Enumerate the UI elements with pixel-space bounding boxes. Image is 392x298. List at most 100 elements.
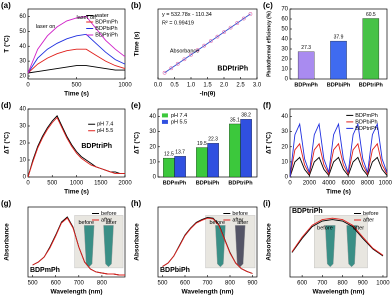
vial xyxy=(346,225,357,268)
y-tick-label: 50 xyxy=(281,27,288,33)
x-tick-label: 0 xyxy=(288,181,292,187)
panel-label: (c) xyxy=(263,1,273,10)
x-tick-label: 2.5 xyxy=(236,83,245,89)
series-line xyxy=(27,33,126,74)
annotation: after xyxy=(353,225,364,231)
x-tick-label: 900 xyxy=(247,281,258,287)
point xyxy=(189,52,193,57)
x-tick-label: BDPtriPh xyxy=(359,82,384,88)
x-tick-label: 2.0 xyxy=(220,83,229,89)
annotation: R² = 0.99419 xyxy=(162,20,194,26)
x-tick-label: 700 xyxy=(74,281,85,287)
panel-label: (d) xyxy=(1,101,12,110)
x-tick-label: 3.0 xyxy=(253,83,262,89)
bar xyxy=(330,40,347,80)
point xyxy=(235,21,240,25)
x-tick-label: 600 xyxy=(297,281,308,287)
x-tick-label: 0.0 xyxy=(154,83,163,89)
y-axis-label: ΔT (°C) xyxy=(3,132,11,154)
series-line xyxy=(289,156,388,178)
panel-label: (b) xyxy=(131,1,142,10)
x-tick-label: 0.5 xyxy=(170,83,179,89)
x-axis-label: Wavelength (nm) xyxy=(312,289,364,296)
vial xyxy=(103,225,114,268)
point xyxy=(241,16,246,21)
y-tick-label: 30 xyxy=(281,129,288,135)
x-axis-label: Wavelength (nm) xyxy=(181,289,233,296)
bar xyxy=(229,123,241,178)
y-tick-label: 20 xyxy=(19,74,26,80)
inset-photo xyxy=(74,215,124,269)
y-tick-label: 20 xyxy=(19,141,26,147)
y-tick-label: 0 xyxy=(285,175,289,181)
legend-label: before xyxy=(101,211,117,217)
annotation: before xyxy=(209,220,225,226)
inset-photo xyxy=(314,215,368,269)
legend-label: pH 7.4 xyxy=(171,113,187,119)
annotation: before xyxy=(317,225,333,231)
point xyxy=(248,12,253,16)
y-tick-label: 40 xyxy=(149,114,156,120)
panel-label: (e) xyxy=(131,101,141,110)
x-tick-label: 1500 xyxy=(94,181,108,187)
plot-frame xyxy=(289,108,388,178)
x-tick-label: BDPtriPh xyxy=(228,180,253,186)
y-tick-label: 40 xyxy=(281,114,288,120)
panel-label: (a) xyxy=(1,1,11,10)
x-tick-label: 800 xyxy=(225,281,236,287)
annotation: y = 532.78x - 110.34 xyxy=(162,12,212,18)
series-line xyxy=(289,142,388,178)
x-tick-label: BDPmPh xyxy=(163,180,187,186)
x-tick-label: 2000 xyxy=(118,181,132,187)
legend-swatch xyxy=(161,119,168,124)
x-tick-label: 800 xyxy=(97,281,108,287)
legend-label: pH 7.4 xyxy=(97,122,113,128)
x-tick-label: BDPbiPh xyxy=(196,180,220,186)
y-tick-label: 20 xyxy=(281,144,288,150)
value-label: 35.1 xyxy=(230,117,240,123)
y-tick-label: 0 xyxy=(285,77,289,83)
annotation: BDPbiPh xyxy=(160,267,190,274)
x-axis-label: -ln(θ) xyxy=(200,91,216,98)
y-tick-label: 30 xyxy=(149,129,156,135)
legend-label: water xyxy=(94,13,109,19)
series-line xyxy=(291,217,384,256)
x-axis-label: Time (s) xyxy=(326,189,351,196)
y-tick-label: 50 xyxy=(19,29,26,35)
panel-label: (f) xyxy=(263,101,271,110)
y-tick-label: 10 xyxy=(149,159,156,165)
annotation: BDPtriPh xyxy=(217,65,248,72)
series-line xyxy=(27,48,126,74)
x-tick-label: 800 xyxy=(338,281,349,287)
x-tick-label: 600 xyxy=(180,281,191,287)
x-tick-label: 6000 xyxy=(342,181,356,187)
x-tick-label: 2000 xyxy=(303,181,317,187)
x-tick-label: 0 xyxy=(26,181,30,187)
panel-label: (i) xyxy=(263,199,271,208)
series-line xyxy=(27,116,125,178)
y-tick-label: 10 xyxy=(281,159,288,165)
y-axis-label: Absorbance xyxy=(266,223,273,261)
annotation: BDPtriPh xyxy=(81,143,112,150)
y-tick-label: 70 xyxy=(281,7,288,13)
bar xyxy=(174,156,186,178)
y-axis-label: Photothermal efficiency (%) xyxy=(266,11,272,77)
value-label: 37.9 xyxy=(334,34,344,40)
point xyxy=(195,48,200,53)
series-line xyxy=(32,217,125,276)
legend-label: pH 5.5 xyxy=(171,119,187,125)
legend-label: after xyxy=(232,217,243,223)
point xyxy=(175,61,180,66)
y-tick-label: 30 xyxy=(281,47,288,53)
legend-label: after xyxy=(363,217,374,223)
value-label: 19.5 xyxy=(197,141,207,147)
y-axis-label: ΔT (°C) xyxy=(265,132,273,154)
vial xyxy=(234,225,246,268)
x-tick-label: 700 xyxy=(202,281,213,287)
y-tick-label: 0 xyxy=(153,175,157,181)
series-line xyxy=(27,15,126,74)
point xyxy=(208,39,213,44)
legend-label: BDPtriPh xyxy=(355,126,378,132)
bar xyxy=(207,143,219,178)
y-tick-label: 10 xyxy=(281,67,288,73)
